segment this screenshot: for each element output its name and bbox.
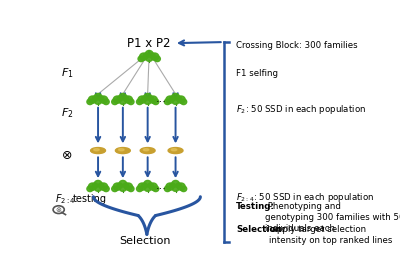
Text: Selection:: Selection: [236, 225, 285, 234]
Ellipse shape [128, 99, 134, 105]
Ellipse shape [87, 186, 93, 192]
Ellipse shape [91, 148, 106, 153]
Ellipse shape [103, 99, 109, 105]
Ellipse shape [164, 99, 170, 105]
Ellipse shape [172, 98, 179, 104]
Ellipse shape [148, 96, 154, 101]
Text: Testing:: Testing: [236, 202, 275, 211]
Ellipse shape [94, 149, 99, 151]
Ellipse shape [136, 99, 143, 105]
Ellipse shape [94, 93, 102, 100]
Ellipse shape [138, 96, 146, 103]
Ellipse shape [100, 183, 108, 190]
Ellipse shape [120, 98, 126, 104]
Text: $F_2$: 50 SSD in each population: $F_2$: 50 SSD in each population [236, 103, 366, 116]
Ellipse shape [176, 183, 182, 188]
Text: $F_{2:4}$: $F_{2:4}$ [55, 192, 76, 206]
Ellipse shape [98, 183, 104, 188]
Ellipse shape [94, 181, 102, 187]
Ellipse shape [144, 181, 151, 187]
Ellipse shape [171, 149, 177, 151]
Text: $F_2$: $F_2$ [61, 106, 73, 120]
Ellipse shape [149, 96, 157, 103]
Ellipse shape [116, 148, 130, 153]
Ellipse shape [149, 183, 157, 190]
Ellipse shape [166, 183, 174, 190]
Text: $F_{2:4}$: 50 SSD in each population: $F_{2:4}$: 50 SSD in each population [236, 191, 374, 205]
Ellipse shape [172, 185, 179, 191]
Ellipse shape [176, 96, 182, 101]
Ellipse shape [170, 96, 175, 101]
Ellipse shape [87, 99, 93, 105]
Text: Crossing Block: 300 families: Crossing Block: 300 families [236, 41, 358, 50]
Ellipse shape [146, 56, 153, 61]
Ellipse shape [124, 96, 132, 103]
Ellipse shape [140, 148, 155, 153]
Ellipse shape [142, 183, 147, 188]
Ellipse shape [138, 183, 146, 190]
Ellipse shape [117, 96, 122, 101]
Ellipse shape [118, 149, 124, 151]
Ellipse shape [103, 186, 109, 192]
Ellipse shape [112, 186, 118, 192]
Ellipse shape [172, 93, 179, 100]
Ellipse shape [95, 98, 102, 104]
Text: ...: ... [156, 181, 167, 191]
Ellipse shape [113, 96, 121, 103]
Ellipse shape [113, 183, 121, 190]
Text: $F_1$: $F_1$ [61, 66, 73, 80]
Ellipse shape [153, 186, 159, 192]
Ellipse shape [136, 186, 143, 192]
Ellipse shape [128, 186, 134, 192]
Text: ⊗: ⊗ [56, 207, 62, 213]
Ellipse shape [98, 96, 104, 101]
Ellipse shape [112, 99, 118, 105]
Ellipse shape [153, 99, 159, 105]
Ellipse shape [177, 96, 185, 103]
Text: P1 x P2: P1 x P2 [128, 37, 171, 50]
Ellipse shape [151, 53, 159, 60]
Ellipse shape [117, 183, 122, 188]
Ellipse shape [138, 56, 144, 62]
Text: F1 selfing: F1 selfing [236, 69, 278, 78]
Ellipse shape [100, 96, 108, 103]
Ellipse shape [150, 53, 155, 58]
Ellipse shape [119, 93, 126, 100]
Ellipse shape [154, 56, 160, 62]
Text: ...: ... [156, 94, 167, 104]
Ellipse shape [143, 53, 149, 58]
Ellipse shape [170, 183, 175, 188]
Ellipse shape [143, 149, 149, 151]
Ellipse shape [144, 93, 151, 100]
Ellipse shape [146, 50, 153, 57]
Ellipse shape [140, 53, 148, 60]
Ellipse shape [88, 96, 96, 103]
Ellipse shape [164, 186, 170, 192]
Text: Selection: Selection [119, 236, 170, 246]
Ellipse shape [148, 183, 154, 188]
Ellipse shape [144, 98, 151, 104]
Ellipse shape [144, 185, 151, 191]
Text: Phenotyping and
genotyping 300 families with 50
individuals each: Phenotyping and genotyping 300 families … [264, 202, 400, 233]
Text: apply target selection
intensity on top ranked lines: apply target selection intensity on top … [269, 225, 392, 245]
Ellipse shape [123, 183, 129, 188]
Ellipse shape [177, 183, 185, 190]
Ellipse shape [172, 181, 179, 187]
Ellipse shape [119, 181, 126, 187]
Ellipse shape [180, 186, 187, 192]
Ellipse shape [120, 185, 126, 191]
Ellipse shape [123, 96, 129, 101]
Text: $\otimes$: $\otimes$ [62, 150, 73, 162]
Ellipse shape [92, 96, 98, 101]
Ellipse shape [95, 185, 102, 191]
Ellipse shape [124, 183, 132, 190]
Ellipse shape [92, 183, 98, 188]
Ellipse shape [166, 96, 174, 103]
Ellipse shape [88, 183, 96, 190]
Ellipse shape [180, 99, 187, 105]
Text: testing: testing [73, 194, 107, 204]
Ellipse shape [142, 96, 147, 101]
Ellipse shape [168, 148, 183, 153]
